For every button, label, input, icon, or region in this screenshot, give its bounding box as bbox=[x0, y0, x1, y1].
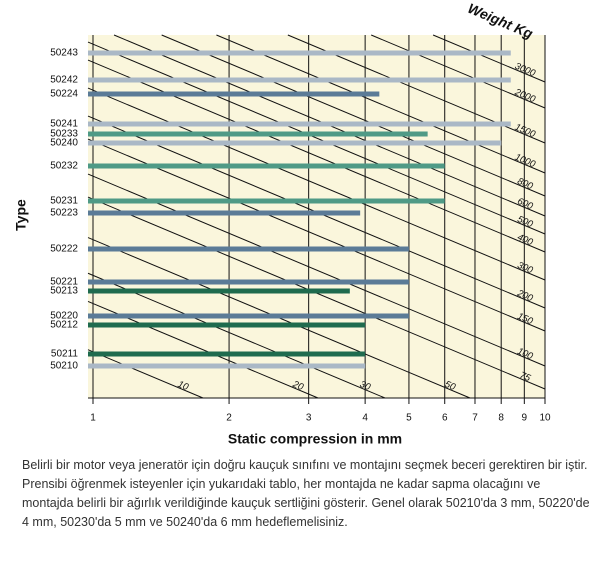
y-tick-label: 50242 bbox=[50, 75, 78, 86]
y-tick-label: 50210 bbox=[50, 361, 78, 372]
bar bbox=[88, 313, 409, 319]
bar bbox=[88, 163, 445, 169]
y-tick-label: 50212 bbox=[50, 320, 78, 331]
weight-label: 20 bbox=[290, 378, 306, 393]
weight-line bbox=[432, 34, 546, 83]
y-tick-label: 50240 bbox=[50, 138, 78, 149]
x-tick-label: 3 bbox=[306, 413, 312, 424]
chart: Weight Kg Type Static compression in mm … bbox=[13, 0, 551, 447]
bar bbox=[88, 363, 366, 369]
y-tick-label: 50223 bbox=[50, 208, 78, 219]
weight-line bbox=[370, 34, 546, 109]
weight-line bbox=[216, 34, 546, 174]
bar bbox=[88, 77, 511, 83]
y-tick-label: 50224 bbox=[50, 89, 78, 100]
x-tick-label: 1 bbox=[90, 413, 96, 424]
bar bbox=[88, 198, 445, 204]
bar bbox=[88, 322, 366, 328]
x-tick-label: 4 bbox=[362, 413, 368, 424]
x-tick-label: 2 bbox=[226, 413, 232, 424]
y-tick-label: 50213 bbox=[50, 286, 78, 297]
bar bbox=[88, 246, 409, 252]
x-axis-title: Static compression in mm bbox=[228, 431, 402, 447]
bar bbox=[88, 210, 361, 216]
bar bbox=[88, 131, 428, 137]
bar bbox=[88, 279, 409, 285]
x-tick-label: 6 bbox=[442, 413, 448, 424]
weight-label: 75 bbox=[518, 370, 533, 385]
caption: Belirli bir motor veya jeneratör için do… bbox=[22, 458, 590, 529]
weight-line bbox=[87, 349, 204, 399]
weight-label: 10 bbox=[176, 379, 191, 394]
bar bbox=[88, 140, 502, 146]
y-tick-label: 50221 bbox=[50, 277, 78, 288]
x-tick-label: 8 bbox=[498, 413, 504, 424]
bar bbox=[88, 351, 366, 357]
y-tick-label: 50243 bbox=[50, 48, 78, 59]
y-tick-label: 50233 bbox=[50, 129, 78, 140]
weight-label: 50 bbox=[443, 379, 458, 394]
bar bbox=[88, 121, 511, 127]
y-tick-label: 50220 bbox=[50, 311, 78, 322]
weight-line bbox=[87, 41, 546, 235]
bar bbox=[88, 50, 511, 56]
y-tick-label: 50222 bbox=[50, 244, 78, 255]
y-axis-title: Type bbox=[13, 199, 29, 231]
x-tick-label: 10 bbox=[539, 413, 551, 424]
y-tick-label: 50211 bbox=[51, 349, 79, 360]
y-tick-label: 50231 bbox=[50, 196, 78, 207]
plot-area bbox=[88, 35, 545, 398]
x-tick-label: 7 bbox=[472, 413, 478, 424]
bar bbox=[88, 288, 350, 294]
weight-line bbox=[87, 272, 386, 399]
x-tick-label: 9 bbox=[522, 413, 528, 424]
weight-line bbox=[87, 138, 546, 332]
x-tick-label: 5 bbox=[406, 413, 412, 424]
y-tick-label: 50232 bbox=[50, 161, 78, 172]
weight-line bbox=[161, 34, 546, 197]
weight-line bbox=[87, 87, 546, 281]
bar bbox=[88, 91, 380, 97]
y-tick-label: 50241 bbox=[50, 119, 78, 130]
weight-line bbox=[87, 173, 546, 367]
